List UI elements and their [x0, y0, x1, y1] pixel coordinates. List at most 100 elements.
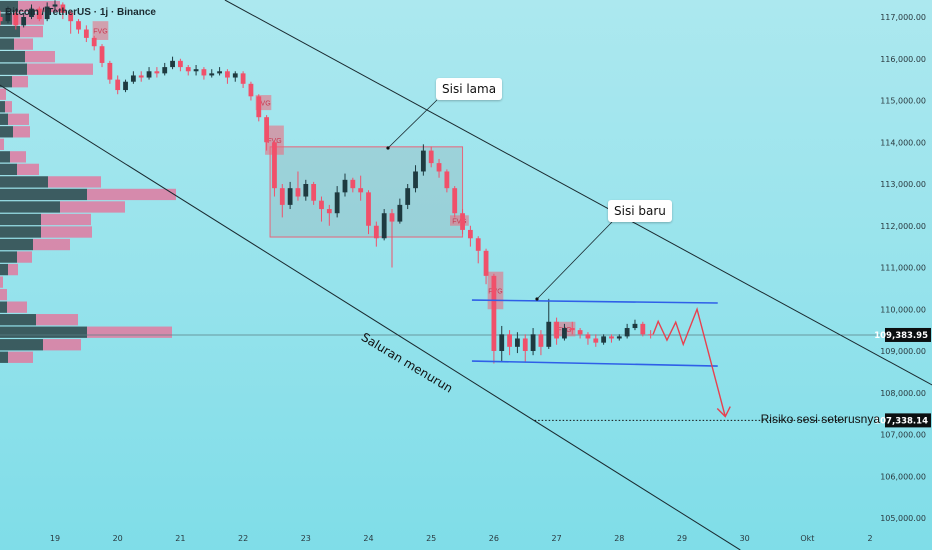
volume-profile-dark-bar: [0, 51, 25, 63]
volume-profile-dark-bar: [0, 63, 27, 75]
candle-body: [201, 69, 207, 76]
callout-new-side[interactable]: Sisi baru: [608, 200, 672, 222]
candle-body: [76, 21, 81, 30]
volume-profile-pink-bar: [33, 238, 70, 251]
y-axis-tick-label: 115,000.00: [880, 97, 926, 106]
volume-profile-pink-bar: [25, 51, 55, 63]
candle-body: [123, 81, 128, 91]
projection-path: [652, 307, 726, 417]
projection-arrowhead-icon: [716, 406, 731, 418]
x-axis-tick-label: 26: [489, 534, 499, 543]
candle-body: [460, 213, 465, 230]
x-axis-tick-label: 19: [50, 534, 60, 543]
volume-profile-dark-bar: [0, 163, 17, 176]
volume-profile-dark-bar: [0, 263, 8, 276]
y-axis-tick-label: 117,000.00: [880, 13, 926, 22]
candle-body: [21, 17, 27, 26]
volume-profile-pink-bar: [12, 13, 44, 25]
candle-body: [546, 321, 552, 347]
volume-profile-dark-bar: [0, 25, 20, 38]
candle-body: [36, 8, 42, 20]
candle-body: [444, 171, 450, 189]
candle-body: [83, 29, 89, 38]
volume-profile-pink-bar: [13, 126, 30, 138]
volume-profile-dark-bar: [0, 38, 14, 50]
candle-body: [178, 60, 183, 68]
x-axis-tick-label: 30: [740, 534, 750, 543]
volume-profile-dark-bar: [0, 213, 41, 226]
candle-body: [185, 67, 191, 72]
candle-body: [342, 179, 348, 193]
volume-profile-dark-bar: [0, 126, 13, 138]
callout-old-side[interactable]: Sisi lama: [436, 78, 503, 100]
candle-body: [358, 188, 364, 193]
x-axis-tick-label: Okt: [800, 534, 814, 543]
candle-body: [146, 71, 152, 78]
volume-profile-dark-bar: [0, 101, 5, 113]
y-axis-tick-label: 105,000.00: [880, 514, 926, 523]
candle-body: [295, 188, 301, 197]
volume-profile-dark-bar: [0, 226, 41, 238]
new-range-upper-line: [471, 299, 718, 304]
volume-profile-pink-bar: [41, 226, 92, 238]
symbol-title: Bitcoin / TetherUS · 1j · Binance: [5, 7, 156, 18]
fvg-zone: [450, 215, 469, 226]
candle-body: [272, 142, 277, 189]
volume-profile-pink-bar: [12, 76, 28, 88]
volume-profile-pink-bar: [10, 151, 26, 163]
candle-body: [538, 334, 544, 347]
fvg-label: FVG: [256, 101, 270, 108]
x-axis-tick-label: 28: [614, 534, 624, 543]
x-axis-tick-label: 21: [175, 534, 185, 543]
candle-body: [279, 188, 285, 205]
volume-profile-pink-bar: [27, 63, 93, 75]
volume-profile-pink-bar: [14, 38, 33, 50]
volume-profile-pink-bar: [0, 88, 6, 100]
candle-body: [319, 200, 324, 210]
candle-body: [522, 338, 528, 351]
fvg-zone: [92, 21, 109, 40]
volume-profile-dark-bar: [0, 201, 60, 213]
candle-body: [467, 229, 473, 239]
candle-body: [154, 71, 160, 74]
candle-body: [585, 334, 591, 339]
volume-profile-dark-bar: [0, 0, 18, 13]
candle-body: [303, 184, 309, 197]
y-axis-tick-label: 108,000.00: [880, 389, 926, 398]
volume-profile-pink-bar: [87, 326, 172, 338]
volume-profile-dark-bar: [0, 251, 17, 263]
candle-body: [44, 6, 50, 20]
x-axis-tick-label: 22: [238, 534, 248, 543]
channel-lower-line: [0, 84, 741, 550]
y-axis-tick-label: 107,000.00: [880, 431, 926, 440]
candle-body: [491, 275, 497, 351]
candle-body: [475, 238, 481, 251]
candle-body: [326, 209, 332, 214]
candle-body: [616, 336, 622, 339]
fvg-label: FVG: [452, 219, 466, 226]
candle-body: [107, 62, 113, 80]
volume-profile-pink-bar: [36, 314, 78, 326]
candle-body: [209, 73, 215, 76]
candle-body: [162, 67, 168, 74]
candle-body: [311, 184, 317, 201]
candle-body: [593, 338, 599, 343]
candle-body: [624, 328, 630, 337]
callout-old-side-anchor: [386, 146, 390, 150]
volume-profile-dark-bar: [0, 301, 7, 313]
candle-body: [632, 323, 638, 329]
candle-body: [515, 338, 520, 347]
candle-body: [483, 250, 489, 276]
candle-body: [452, 188, 458, 214]
candle-body: [381, 213, 387, 239]
new-range-lower-line: [471, 360, 718, 367]
candle-body: [170, 60, 175, 68]
y-axis-tick-label: 110,000.00: [880, 305, 926, 314]
candle-body: [554, 321, 559, 339]
x-axis-tick-label: 27: [552, 534, 562, 543]
risk-label: Risiko sesi seterusnya: [760, 412, 880, 426]
candle-body: [562, 328, 567, 339]
volume-profile-pink-bar: [87, 188, 176, 201]
x-axis-tick-label: 2: [868, 534, 873, 543]
